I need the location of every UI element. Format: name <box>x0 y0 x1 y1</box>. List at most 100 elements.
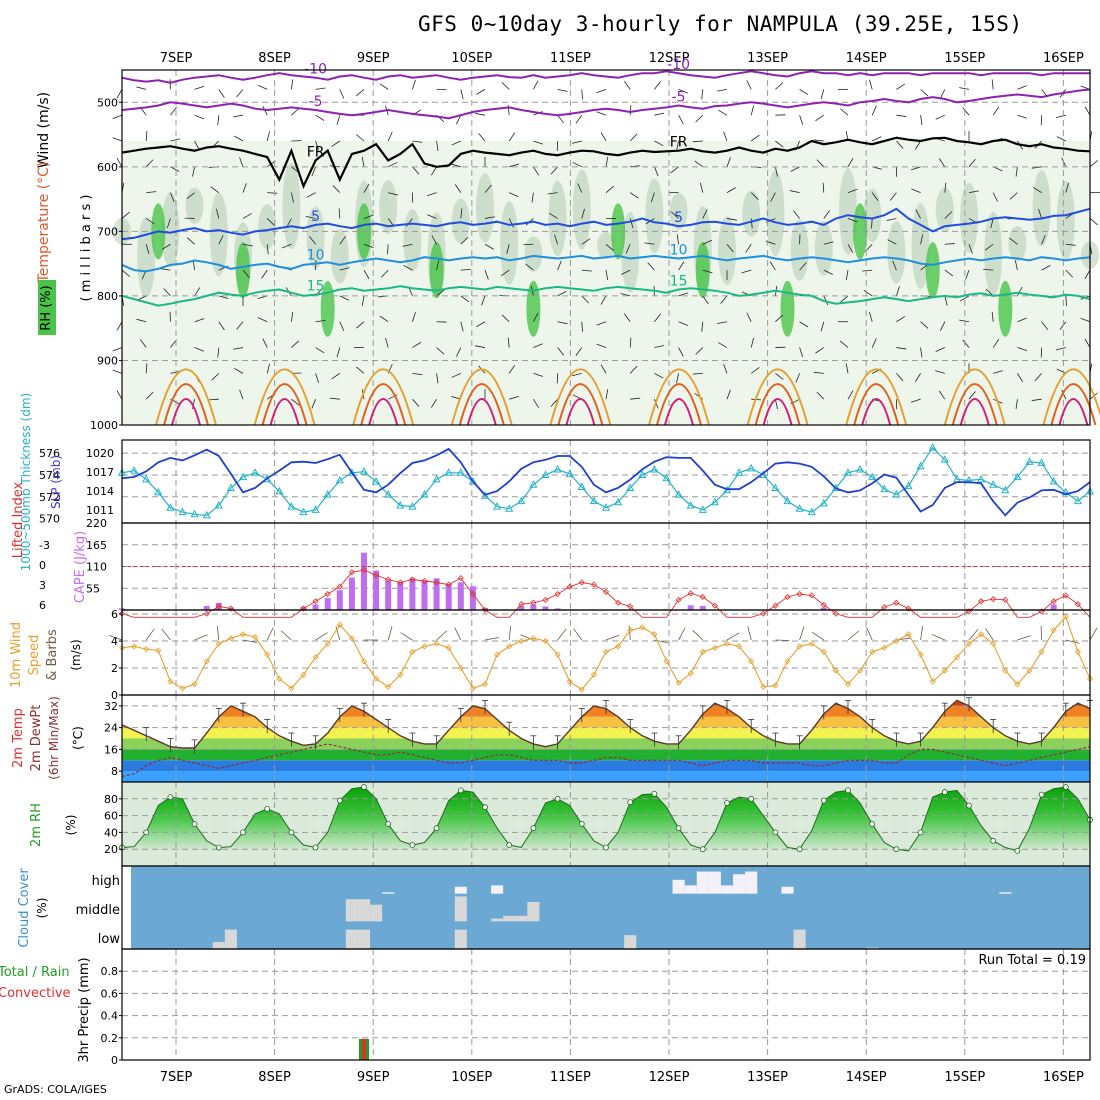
wind-barb <box>257 84 268 90</box>
wind-barb <box>436 289 445 297</box>
cloud-cell-middle <box>454 896 467 922</box>
rh-tick-label: 40 <box>104 826 118 839</box>
wind-barb <box>112 347 123 352</box>
wind-barb-10m <box>1017 635 1031 641</box>
lifted-index-line <box>121 569 1091 618</box>
lifted-index-marker <box>796 590 803 598</box>
wind-barb <box>670 166 679 174</box>
rh-cell <box>669 192 688 230</box>
cloud-level-label: middle <box>76 903 120 918</box>
lifted-index-tick-label: 0 <box>39 559 46 572</box>
date-label-bottom: 8SEP <box>258 1070 291 1085</box>
wind-speed-marker <box>832 667 839 674</box>
slp-tick-label: 1011 <box>86 504 114 517</box>
thickness-marker <box>190 509 199 518</box>
wind-speed-marker <box>409 648 416 655</box>
wind-barb <box>799 262 807 271</box>
cloud-cell-middle <box>357 899 371 922</box>
rh-marker <box>385 821 392 827</box>
thickness-tick-label: 576 <box>39 447 60 460</box>
wind-barbs <box>112 79 1100 410</box>
wind-barb <box>460 295 470 303</box>
wind-speed-marker <box>445 644 452 651</box>
wind-barb <box>678 292 689 297</box>
temperature-contour-warm <box>253 368 316 426</box>
wind-barb <box>581 208 585 219</box>
lifted-index-marker <box>397 579 404 586</box>
wind-barb <box>146 191 157 194</box>
wind-barb <box>620 293 631 297</box>
wind-barb <box>676 140 679 151</box>
rh-cell <box>814 221 833 276</box>
wind-barb <box>869 79 873 90</box>
thickness-marker <box>614 497 623 506</box>
wind-speed-marker <box>663 658 670 665</box>
temperature-contour-warm <box>261 383 308 426</box>
wind-barb <box>701 321 704 332</box>
wind-speed-marker <box>869 648 876 655</box>
wind-barb <box>436 347 445 355</box>
wind-barb <box>605 185 614 193</box>
wind-barb-10m <box>557 628 567 641</box>
wind-barb <box>575 114 583 124</box>
wind-barb <box>1017 347 1028 352</box>
wind-barb <box>741 269 752 274</box>
rh-marker <box>820 797 827 804</box>
wind-speed-marker <box>143 646 150 653</box>
wind-barb <box>145 244 150 254</box>
temperature-contour <box>121 70 1090 84</box>
wind-barb <box>267 192 278 194</box>
thickness-marker <box>359 467 369 475</box>
wind-speed-marker <box>990 640 997 647</box>
wind-barb <box>456 115 462 125</box>
lifted-index-marker <box>421 577 428 585</box>
wind-barb <box>991 311 994 322</box>
rh-marker <box>724 800 730 806</box>
dewpoint-2m-label: 2m DewPt <box>29 705 44 772</box>
wind-barb <box>581 89 583 100</box>
wind-barb <box>1017 85 1027 90</box>
lifted-index-marker <box>348 569 355 576</box>
lifted-index-marker <box>832 610 839 617</box>
rh-marker <box>990 837 997 844</box>
temperature-contour-warm <box>466 398 497 426</box>
date-label-bottom: 15SEP <box>944 1070 985 1085</box>
temperature-contour-warm <box>155 368 217 426</box>
wind-barb-10m <box>920 626 923 641</box>
wind-barb <box>581 269 592 272</box>
wind-barb <box>475 113 486 116</box>
thickness-marker <box>565 469 574 477</box>
rh-marker <box>627 799 634 806</box>
wind-barb <box>234 368 244 374</box>
wind-barb <box>460 237 469 245</box>
rh-legend-swatch <box>38 280 56 335</box>
wind-barb <box>309 236 316 245</box>
temperature-contour-warm <box>664 398 694 426</box>
rh-marker <box>506 842 513 848</box>
wind-barb <box>211 373 220 381</box>
wind-barb <box>840 295 849 303</box>
wind-barb <box>451 372 461 378</box>
cape-bar <box>397 582 404 610</box>
temperature-contour-warm <box>171 398 201 426</box>
wind-barb <box>550 166 558 175</box>
cape-bar <box>457 582 464 610</box>
rh-marker <box>240 829 246 836</box>
wind-barb-10m <box>747 626 752 641</box>
wind-barb <box>605 270 609 281</box>
wind-speed-marker <box>857 667 864 674</box>
wind-speed-marker <box>1074 648 1081 655</box>
precip-tick-label: 0.8 <box>101 965 119 978</box>
wind-speed-tick-label: 2 <box>111 662 118 675</box>
cape-bar <box>687 605 694 610</box>
wind-barb <box>291 192 294 203</box>
wind-barb <box>186 237 195 245</box>
wind-barb <box>962 107 970 116</box>
wind-barb <box>702 295 709 305</box>
lifted-index-marker <box>227 605 234 612</box>
thickness-marker <box>541 470 550 478</box>
lifted-index-marker <box>1074 601 1081 608</box>
rh-cell <box>330 229 349 284</box>
rh-marker <box>845 787 851 794</box>
wind-barb <box>242 183 247 193</box>
